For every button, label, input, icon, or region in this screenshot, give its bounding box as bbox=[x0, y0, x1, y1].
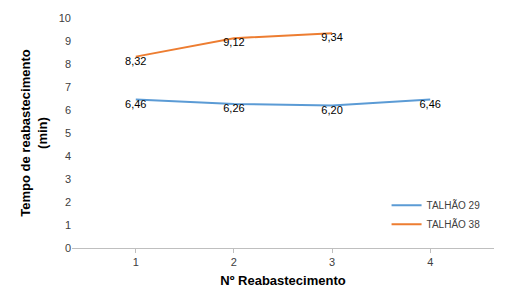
svg-text:8: 8 bbox=[65, 58, 71, 70]
svg-text:1: 1 bbox=[65, 219, 71, 231]
svg-text:1: 1 bbox=[133, 256, 139, 268]
svg-text:Tempo de reabastecimento(min): Tempo de reabastecimento(min) bbox=[18, 49, 50, 216]
svg-text:6,46: 6,46 bbox=[419, 98, 440, 110]
svg-text:6,46: 6,46 bbox=[125, 98, 146, 110]
svg-text:4: 4 bbox=[427, 256, 433, 268]
svg-text:Nº Reabastecimento: Nº Reabastecimento bbox=[220, 273, 345, 288]
svg-text:6,26: 6,26 bbox=[223, 102, 244, 114]
svg-text:9,12: 9,12 bbox=[223, 36, 244, 48]
svg-text:10: 10 bbox=[59, 12, 71, 24]
svg-text:8,32: 8,32 bbox=[125, 55, 146, 67]
svg-text:6: 6 bbox=[65, 104, 71, 116]
svg-text:TALHÃO 29: TALHÃO 29 bbox=[427, 199, 481, 211]
svg-text:9,34: 9,34 bbox=[321, 31, 342, 43]
svg-text:0: 0 bbox=[65, 242, 71, 254]
svg-text:6,20: 6,20 bbox=[321, 104, 342, 116]
svg-text:5: 5 bbox=[65, 127, 71, 139]
svg-text:TALHÃO 38: TALHÃO 38 bbox=[427, 218, 481, 230]
svg-text:9: 9 bbox=[65, 35, 71, 47]
svg-text:3: 3 bbox=[65, 173, 71, 185]
svg-text:4: 4 bbox=[65, 150, 71, 162]
svg-text:2: 2 bbox=[65, 196, 71, 208]
svg-text:3: 3 bbox=[329, 256, 335, 268]
svg-text:7: 7 bbox=[65, 81, 71, 93]
svg-text:2: 2 bbox=[231, 256, 237, 268]
